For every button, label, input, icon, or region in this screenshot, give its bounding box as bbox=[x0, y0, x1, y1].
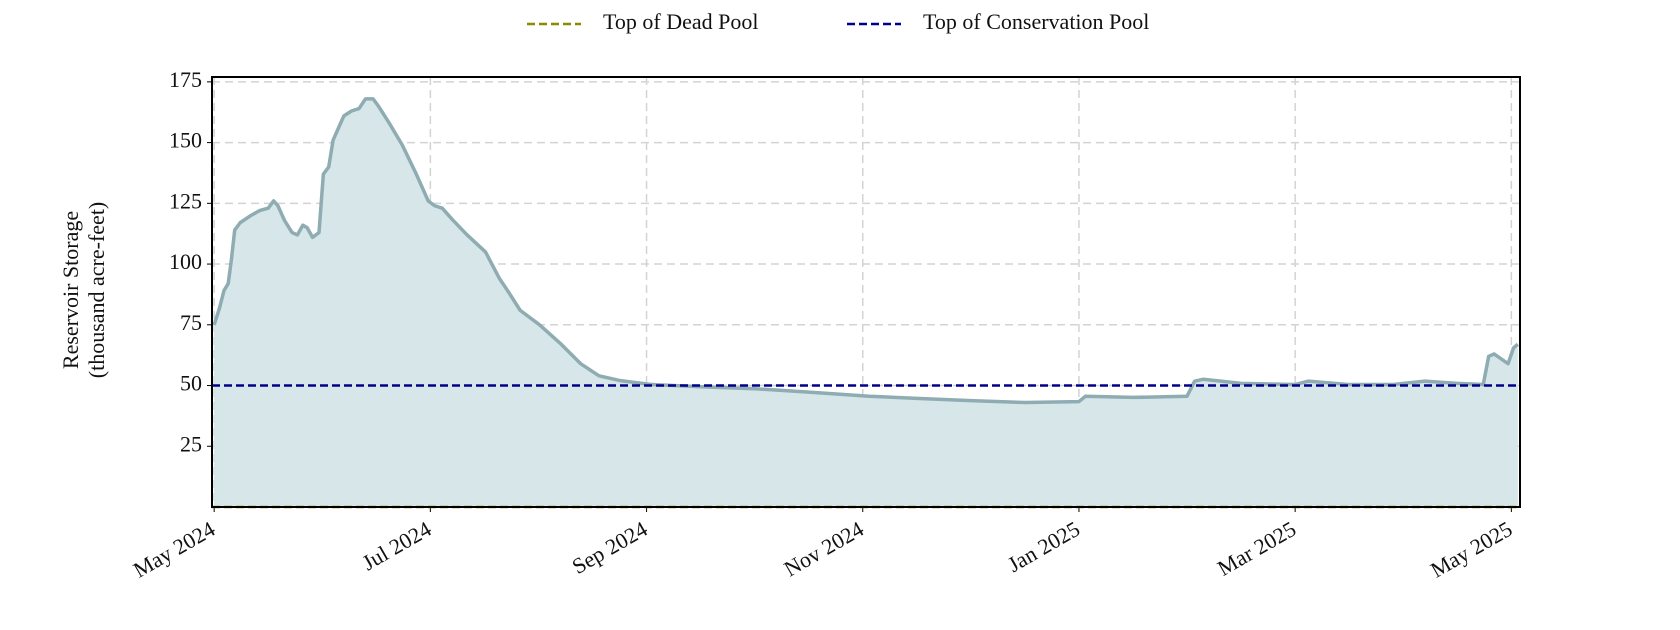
y-axis-label-line: Reservoir Storage bbox=[58, 211, 83, 369]
y-tick-label: 175 bbox=[169, 67, 202, 92]
y-axis-label-line: (thousand acre-feet) bbox=[84, 202, 109, 379]
x-tick-label: Sep 2024 bbox=[568, 516, 652, 579]
y-tick-label: 50 bbox=[180, 371, 202, 396]
legend-label: Top of Dead Pool bbox=[603, 9, 759, 34]
x-tick-label: May 2025 bbox=[1426, 516, 1516, 583]
y-tick-label: 75 bbox=[180, 310, 202, 335]
y-tick-label: 125 bbox=[169, 188, 202, 213]
y-tick-label: 25 bbox=[180, 431, 202, 456]
x-tick-label: Mar 2025 bbox=[1213, 516, 1300, 581]
x-tick-label: May 2024 bbox=[129, 516, 219, 583]
area-fill bbox=[214, 98, 1518, 507]
storage-line bbox=[212, 97, 1519, 405]
y-tick-label: 100 bbox=[169, 249, 202, 274]
x-tick-label: Nov 2024 bbox=[780, 516, 868, 581]
x-tick-label: Jul 2024 bbox=[358, 516, 436, 575]
y-axis-label: Reservoir Storage (thousand acre-feet) bbox=[58, 202, 109, 379]
x-tick-label: Jan 2025 bbox=[1003, 516, 1084, 577]
y-tick-label: 150 bbox=[169, 128, 202, 153]
legend-label: Top of Conservation Pool bbox=[923, 9, 1149, 34]
plot-frame bbox=[211, 76, 1521, 508]
